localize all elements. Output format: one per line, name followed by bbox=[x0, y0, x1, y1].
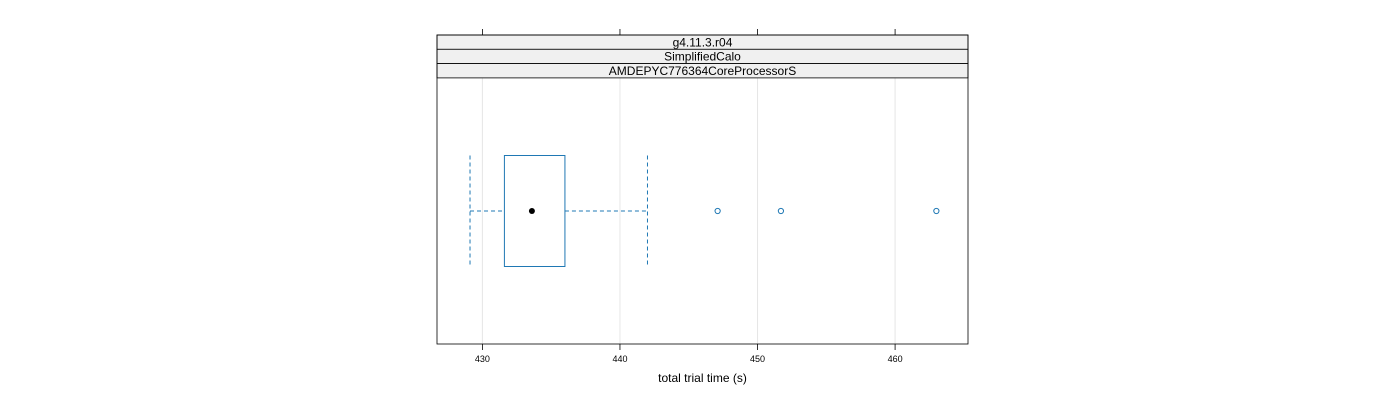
strip-label-1: SimplifiedCalo bbox=[664, 50, 741, 64]
strip-label-2: AMDEPYC776364CoreProcessorS bbox=[609, 64, 796, 78]
strip-label-0: g4.11.3.r04 bbox=[673, 35, 733, 49]
panel-frame bbox=[436, 34, 969, 345]
outlier-point-2 bbox=[933, 207, 940, 215]
outlier-point-0 bbox=[714, 207, 721, 215]
outliers bbox=[714, 207, 940, 215]
strip-headers: g4.11.3.r04SimplifiedCaloAMDEPYC776364Co… bbox=[436, 34, 969, 79]
tick-label-450: 450 bbox=[750, 354, 765, 364]
iqr-box bbox=[503, 155, 566, 267]
x-axis-label: total trial time (s) bbox=[658, 371, 747, 385]
boxplot bbox=[469, 155, 648, 267]
outlier-point-1 bbox=[777, 207, 785, 215]
median-dot bbox=[528, 208, 535, 214]
top-axis-ticks bbox=[481, 29, 896, 35]
bottom-axis-ticks: 430 440 450 460 bbox=[475, 344, 903, 364]
tick-label-440: 440 bbox=[612, 354, 627, 364]
tick-label-430: 430 bbox=[475, 354, 490, 364]
tick-label-460: 460 bbox=[888, 354, 903, 364]
grid-lines bbox=[481, 77, 896, 344]
